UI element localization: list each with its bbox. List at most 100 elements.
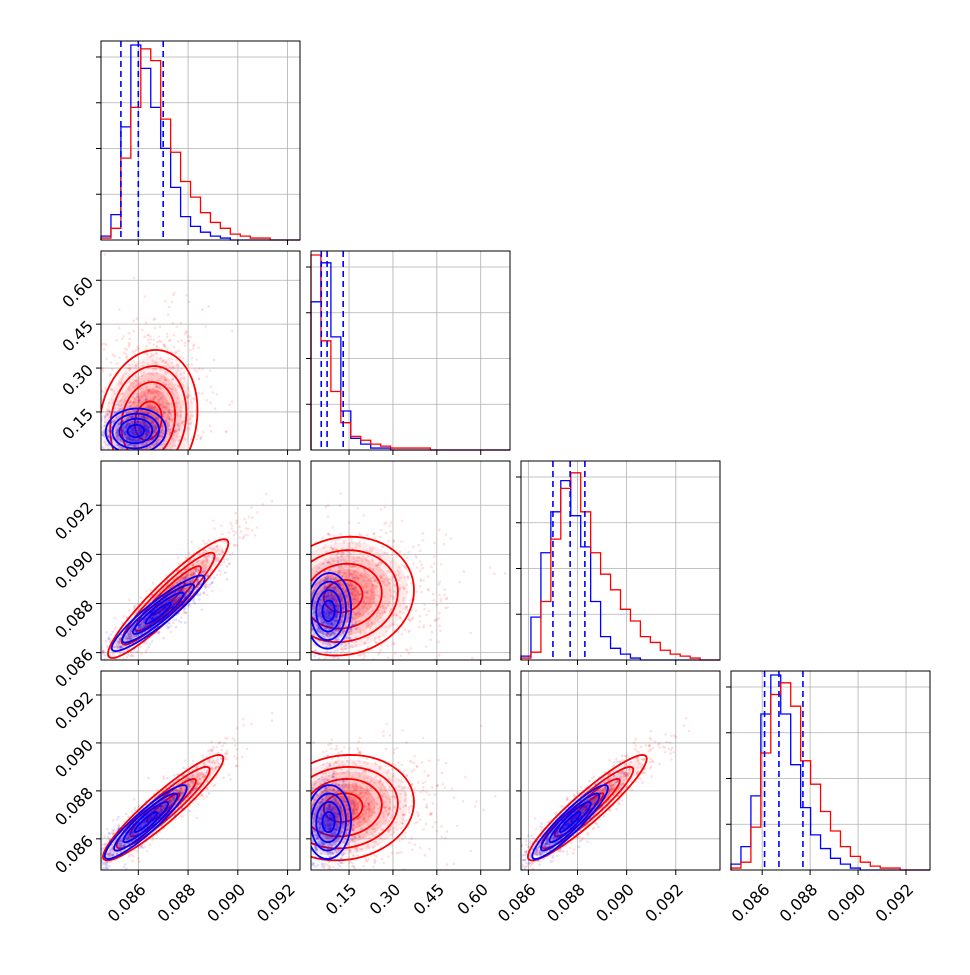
scatter-point bbox=[201, 392, 204, 395]
scatter-point bbox=[172, 322, 175, 325]
scatter-point bbox=[164, 300, 167, 303]
scatter-point bbox=[210, 430, 213, 433]
scatter-point bbox=[231, 330, 234, 333]
scatter-point bbox=[130, 456, 133, 459]
scatter-point bbox=[271, 500, 274, 503]
scatter-point bbox=[150, 452, 153, 455]
scatter-point bbox=[94, 431, 97, 434]
scatter-point bbox=[184, 612, 187, 615]
scatter-point bbox=[133, 319, 136, 322]
scatter-point bbox=[337, 564, 340, 567]
scatter-point bbox=[145, 399, 148, 402]
scatter-point bbox=[291, 456, 294, 459]
scatter-point bbox=[308, 624, 311, 627]
scatter-point bbox=[108, 638, 111, 641]
scatter-point bbox=[103, 348, 106, 351]
scatter-point bbox=[442, 679, 445, 682]
scatter-point bbox=[405, 648, 408, 651]
scatter-point bbox=[192, 345, 195, 348]
scatter-point bbox=[406, 606, 409, 609]
scatter-point bbox=[92, 680, 95, 683]
scatter-point bbox=[251, 529, 254, 532]
scatter-point bbox=[123, 351, 126, 354]
scatter-point bbox=[193, 573, 196, 576]
scatter-point bbox=[103, 661, 106, 664]
scatter-point bbox=[102, 434, 105, 437]
scatter-point bbox=[358, 684, 361, 687]
diagonal-panel-2 bbox=[516, 461, 720, 665]
scatter-point bbox=[106, 645, 109, 648]
scatter-point bbox=[93, 646, 96, 649]
scatter-point bbox=[96, 438, 99, 441]
scatter-point bbox=[124, 651, 127, 654]
scatter-point bbox=[218, 569, 221, 572]
scatter-point bbox=[120, 454, 123, 457]
scatter-point bbox=[394, 652, 397, 655]
scatter-point bbox=[443, 594, 446, 597]
scatter-point bbox=[211, 589, 214, 592]
scatter-point bbox=[175, 626, 178, 629]
scatter-point bbox=[216, 574, 219, 577]
scatter-point bbox=[322, 668, 325, 671]
pair-panel-content bbox=[272, 492, 506, 695]
scatter-point bbox=[407, 618, 410, 621]
scatter-point bbox=[98, 639, 101, 642]
scatter-point bbox=[155, 346, 158, 349]
scatter-point bbox=[178, 349, 181, 352]
scatter-point bbox=[321, 537, 324, 540]
scatter-point bbox=[226, 578, 229, 581]
scatter-point bbox=[383, 522, 386, 525]
scatter-point bbox=[89, 398, 92, 401]
scatter-point bbox=[122, 407, 125, 410]
scatter-point bbox=[181, 578, 184, 581]
scatter-point bbox=[220, 560, 223, 563]
scatter-point bbox=[243, 518, 246, 521]
scatter-point bbox=[356, 507, 359, 510]
scatter-point bbox=[118, 408, 121, 411]
scatter-point bbox=[171, 437, 174, 440]
scatter-point bbox=[327, 515, 330, 518]
scatter-point bbox=[308, 636, 311, 639]
scatter-point bbox=[235, 531, 238, 534]
scatter-point bbox=[214, 407, 217, 410]
scatter-point bbox=[220, 524, 223, 527]
scatter-point bbox=[213, 527, 216, 530]
scatter-point bbox=[250, 506, 253, 509]
scatter-point bbox=[97, 647, 100, 650]
scatter-point bbox=[399, 550, 402, 553]
scatter-point bbox=[433, 562, 436, 565]
scatter-point bbox=[107, 444, 110, 447]
scatter-point bbox=[133, 330, 136, 333]
scatter-point bbox=[213, 577, 216, 580]
scatter-point bbox=[340, 559, 343, 562]
scatter-point bbox=[432, 593, 435, 596]
scatter-point bbox=[145, 590, 148, 593]
scatter-point bbox=[97, 431, 100, 434]
scatter-point bbox=[379, 664, 382, 667]
scatter-point bbox=[191, 363, 194, 366]
scatter-point bbox=[96, 666, 99, 669]
scatter-point bbox=[294, 606, 297, 609]
scatter-point bbox=[393, 540, 396, 543]
scatter-point bbox=[130, 650, 133, 653]
scatter-point bbox=[127, 654, 130, 657]
scatter-point bbox=[232, 530, 235, 533]
scatter-point bbox=[94, 420, 97, 423]
scatter-point bbox=[104, 667, 107, 670]
scatter-point bbox=[158, 336, 161, 339]
scatter-point bbox=[378, 639, 381, 642]
scatter-point bbox=[430, 565, 433, 568]
scatter-point bbox=[337, 682, 340, 685]
scatter-point bbox=[224, 571, 227, 574]
scatter-point bbox=[96, 675, 99, 678]
scatter-point bbox=[180, 322, 183, 325]
scatter-point bbox=[229, 522, 232, 525]
scatter-point bbox=[105, 358, 108, 361]
scatter-point bbox=[189, 422, 192, 425]
scatter-point bbox=[436, 604, 439, 607]
scatter-point bbox=[395, 555, 398, 558]
scatter-point bbox=[339, 504, 342, 507]
scatter-point bbox=[443, 543, 446, 546]
pair-panel-content bbox=[57, 456, 293, 716]
scatter-point bbox=[109, 374, 112, 377]
